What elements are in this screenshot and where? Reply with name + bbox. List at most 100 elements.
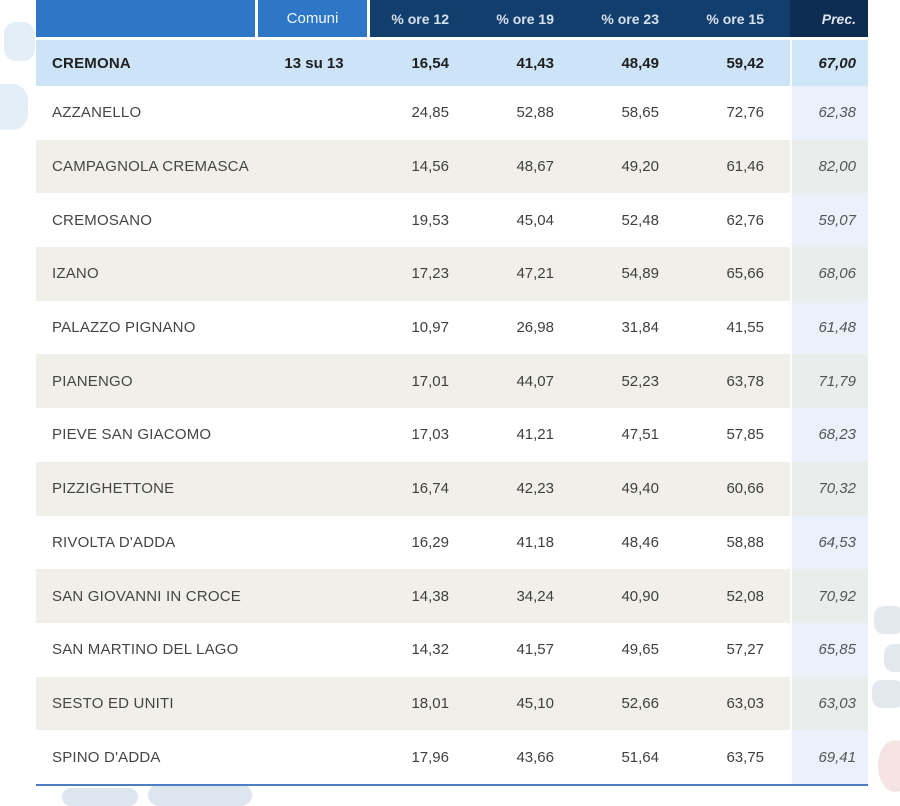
value-ore-23: 51,64 bbox=[621, 748, 659, 766]
value-ore-12: 16,54 bbox=[411, 54, 449, 72]
table-row: PIZZIGHETTONE 16,74 42,23 49,40 60,66 70… bbox=[36, 461, 868, 516]
comuni-count bbox=[258, 140, 370, 194]
value-ore-12: 17,03 bbox=[411, 426, 449, 444]
watermark-shape bbox=[0, 84, 28, 130]
comuni-count bbox=[258, 730, 370, 784]
header-comuni: Comuni bbox=[258, 0, 370, 37]
value-ore-23: 31,84 bbox=[621, 319, 659, 337]
value-ore-23: 52,66 bbox=[621, 694, 659, 712]
value-ore-15: 58,88 bbox=[726, 533, 764, 551]
value-ore-12: 19,53 bbox=[411, 211, 449, 229]
comune-name[interactable]: IZANO bbox=[52, 265, 99, 283]
value-ore-12: 16,74 bbox=[411, 480, 449, 498]
comune-name[interactable]: AZZANELLO bbox=[52, 104, 142, 122]
comuni-count bbox=[258, 247, 370, 301]
value-ore-23: 58,65 bbox=[621, 104, 659, 122]
table-row: SAN MARTINO DEL LAGO 14,32 41,57 49,65 5… bbox=[36, 622, 868, 677]
table-row: CAMPAGNOLA CREMASCA 14,56 48,67 49,20 61… bbox=[36, 139, 868, 194]
comune-name[interactable]: SAN MARTINO DEL LAGO bbox=[52, 641, 239, 659]
value-prec: 61,48 bbox=[790, 300, 868, 355]
comune-name[interactable]: SAN GIOVANNI IN CROCE bbox=[52, 587, 241, 605]
comuni-count bbox=[258, 86, 370, 140]
header-gap bbox=[36, 37, 868, 40]
comune-name[interactable]: SESTO ED UNITI bbox=[52, 694, 174, 712]
comune-name[interactable]: PIEVE SAN GIACOMO bbox=[52, 426, 212, 444]
value-ore-12: 14,38 bbox=[411, 587, 449, 605]
header-comune-cell bbox=[36, 0, 258, 37]
table-row: CREMOSANO 19,53 45,04 52,48 62,76 59,07 bbox=[36, 193, 868, 248]
value-prec: 62,38 bbox=[790, 86, 868, 140]
value-ore-12: 24,85 bbox=[411, 104, 449, 122]
value-ore-15: 41,55 bbox=[726, 319, 764, 337]
value-prec: 70,92 bbox=[790, 569, 868, 623]
value-ore-15: 57,85 bbox=[726, 426, 764, 444]
table-row: IZANO 17,23 47,21 54,89 65,66 68,06 bbox=[36, 247, 868, 301]
watermark-shape bbox=[874, 606, 900, 634]
table-header-row: Comuni % ore 12 % ore 19 % ore 23 % ore … bbox=[36, 0, 868, 37]
value-ore-15: 59,42 bbox=[726, 54, 764, 72]
value-ore-23: 52,23 bbox=[621, 372, 659, 390]
value-ore-19: 45,04 bbox=[516, 211, 554, 229]
value-ore-23: 49,40 bbox=[621, 480, 659, 498]
comune-name[interactable]: CREMOSANO bbox=[52, 211, 153, 229]
value-ore-12: 18,01 bbox=[411, 694, 449, 712]
value-ore-12: 17,01 bbox=[411, 372, 449, 390]
value-prec: 68,06 bbox=[790, 247, 868, 301]
comune-name[interactable]: PIZZIGHETTONE bbox=[52, 480, 175, 498]
comune-name[interactable]: RIVOLTA D'ADDA bbox=[52, 533, 176, 551]
comune-name[interactable]: PIANENGO bbox=[52, 372, 133, 390]
value-prec: 68,23 bbox=[790, 408, 868, 462]
comune-name[interactable]: CAMPAGNOLA CREMASCA bbox=[52, 158, 249, 176]
watermark-shape bbox=[878, 740, 900, 792]
table-row: PIEVE SAN GIACOMO 17,03 41,21 47,51 57,8… bbox=[36, 408, 868, 462]
value-prec: 65,85 bbox=[790, 622, 868, 677]
value-ore-12: 10,97 bbox=[411, 319, 449, 337]
value-ore-19: 41,43 bbox=[516, 54, 554, 72]
value-ore-19: 41,21 bbox=[516, 426, 554, 444]
value-ore-23: 49,20 bbox=[621, 158, 659, 176]
table-row: RIVOLTA D'ADDA 16,29 41,18 48,46 58,88 6… bbox=[36, 515, 868, 570]
value-ore-19: 26,98 bbox=[516, 319, 554, 337]
comune-name[interactable]: SPINO D'ADDA bbox=[52, 748, 161, 766]
value-ore-19: 43,66 bbox=[516, 748, 554, 766]
value-ore-15: 52,08 bbox=[726, 587, 764, 605]
value-ore-12: 17,96 bbox=[411, 748, 449, 766]
comuni-count bbox=[258, 516, 370, 570]
value-ore-23: 47,51 bbox=[621, 426, 659, 444]
table-row: PIANENGO 17,01 44,07 52,23 63,78 71,79 bbox=[36, 354, 868, 409]
value-prec: 70,32 bbox=[790, 461, 868, 516]
comuni-count bbox=[258, 354, 370, 408]
watermark-shape bbox=[872, 680, 900, 708]
value-ore-23: 48,49 bbox=[621, 54, 659, 72]
value-ore-15: 62,76 bbox=[726, 211, 764, 229]
value-ore-15: 63,78 bbox=[726, 372, 764, 390]
value-ore-19: 41,57 bbox=[516, 641, 554, 659]
comuni-count bbox=[258, 193, 370, 247]
comuni-count bbox=[258, 623, 370, 677]
header-ore-15: % ore 15 bbox=[685, 0, 790, 37]
comuni-count bbox=[258, 569, 370, 623]
watermark-shape bbox=[148, 784, 252, 806]
table-row: AZZANELLO 24,85 52,88 58,65 72,76 62,38 bbox=[36, 86, 868, 140]
value-ore-19: 42,23 bbox=[516, 480, 554, 498]
value-prec: 59,07 bbox=[790, 193, 868, 248]
header-ore-23: % ore 23 bbox=[580, 0, 685, 37]
value-ore-19: 44,07 bbox=[516, 372, 554, 390]
value-ore-19: 45,10 bbox=[516, 694, 554, 712]
value-ore-23: 54,89 bbox=[621, 265, 659, 283]
value-ore-15: 61,46 bbox=[726, 158, 764, 176]
comune-name[interactable]: PALAZZO PIGNANO bbox=[52, 319, 196, 337]
value-prec: 69,41 bbox=[790, 730, 868, 784]
table-row-summary: CREMONA 13 su 13 16,54 41,43 48,49 59,42… bbox=[36, 40, 868, 86]
value-ore-15: 72,76 bbox=[726, 104, 764, 122]
header-ore-19: % ore 19 bbox=[475, 0, 580, 37]
comuni-count bbox=[258, 408, 370, 462]
value-ore-15: 57,27 bbox=[726, 641, 764, 659]
header-prec: Prec. bbox=[790, 0, 868, 37]
table-row: SAN GIOVANNI IN CROCE 14,38 34,24 40,90 … bbox=[36, 569, 868, 623]
value-ore-12: 16,29 bbox=[411, 533, 449, 551]
value-ore-23: 49,65 bbox=[621, 641, 659, 659]
value-ore-19: 47,21 bbox=[516, 265, 554, 283]
value-ore-19: 34,24 bbox=[516, 587, 554, 605]
value-ore-23: 52,48 bbox=[621, 211, 659, 229]
